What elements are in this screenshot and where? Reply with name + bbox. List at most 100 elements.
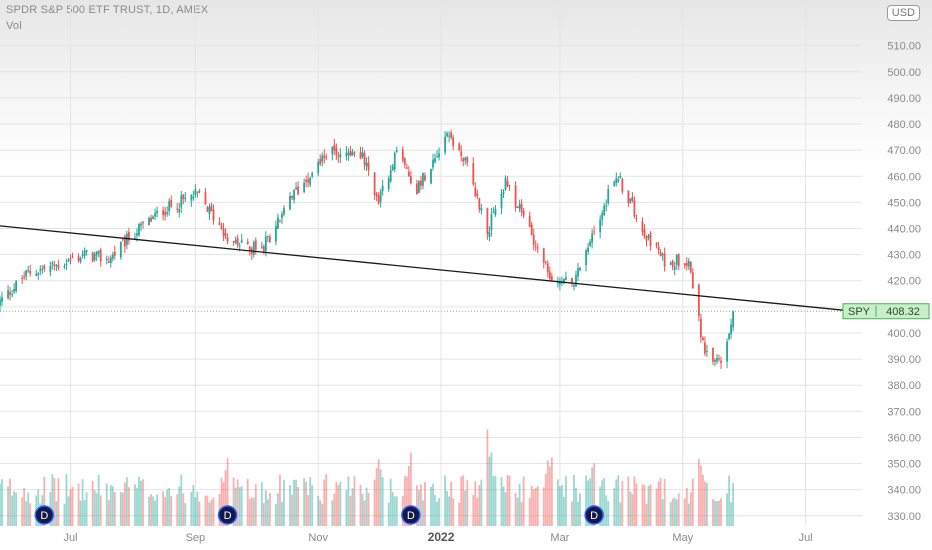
volume-bar: [579, 493, 581, 526]
candle-body: [716, 357, 718, 362]
volume-bar: [220, 477, 223, 526]
y-tick-label: 430.00: [887, 250, 921, 262]
candle-body: [677, 253, 680, 267]
dividend-marker-label: D: [224, 510, 232, 522]
candle-body: [367, 162, 370, 171]
volume-bar: [645, 503, 648, 526]
y-tick-label: 490.00: [887, 93, 921, 105]
volume-bar: [127, 487, 130, 526]
candle-body: [671, 260, 674, 267]
candle-body: [472, 163, 475, 185]
volume-bar: [198, 501, 201, 526]
volume-bar: [23, 487, 26, 526]
volume-bar: [415, 485, 418, 526]
volume-bar: [148, 496, 150, 526]
volume-bar: [250, 497, 253, 526]
candle-body: [210, 205, 213, 212]
candle-body: [39, 269, 42, 271]
currency-button[interactable]: USD: [886, 5, 920, 21]
candle-body: [176, 208, 179, 210]
candle-body: [466, 156, 469, 163]
candle-body: [714, 360, 716, 362]
dividend-marker: D: [584, 505, 604, 525]
candle-body: [41, 268, 44, 270]
candle-body: [629, 198, 632, 203]
candle-body: [317, 161, 320, 174]
candle-body: [486, 208, 489, 235]
candle-body: [232, 240, 235, 243]
candle-body: [345, 152, 348, 157]
candle-body: [11, 294, 13, 296]
volume-bar: [472, 494, 475, 526]
volume-bar: [11, 495, 13, 526]
volume-bar: [7, 486, 9, 526]
candle-body: [77, 256, 80, 261]
candle-body: [1, 297, 3, 302]
candle-body: [291, 195, 293, 199]
candle-body: [85, 249, 88, 252]
candle-body: [476, 193, 479, 197]
volume-bar: [345, 490, 348, 526]
trendline-layer[interactable]: [0, 225, 863, 313]
volume-bar: [196, 491, 199, 526]
volume-bar: [726, 493, 728, 526]
volume-bar: [591, 467, 594, 526]
candle-body: [69, 258, 72, 260]
volume-bar: [573, 475, 575, 526]
volume-bar: [204, 495, 207, 526]
volume-bar: [125, 477, 128, 526]
candle-body: [607, 189, 610, 204]
candle-body: [226, 237, 229, 242]
volume-bar: [361, 493, 364, 526]
volume-bar: [669, 502, 672, 526]
dividend-marker: D: [217, 505, 238, 525]
volume-bar: [351, 488, 354, 526]
x-tick-label: Mar: [550, 532, 569, 544]
last-price-tag: SPY 408.32: [842, 303, 930, 320]
candle-body: [9, 292, 11, 295]
candle-body: [712, 348, 714, 362]
volume-bar: [337, 485, 340, 526]
y-tick-label: 390.00: [887, 354, 921, 366]
volume-bar: [528, 497, 531, 526]
volume-bar: [460, 476, 463, 526]
candle-body: [403, 158, 406, 165]
candle-body: [550, 276, 553, 281]
volume-bar: [210, 499, 213, 526]
volume-bars: [0, 429, 735, 526]
candle-body: [107, 261, 110, 263]
candle-body: [478, 198, 481, 210]
candle-body: [333, 144, 336, 151]
y-tick-label: 460.00: [887, 171, 921, 183]
volume-bar: [268, 492, 271, 526]
volume-bar: [240, 486, 243, 526]
candle-body: [305, 179, 308, 182]
volume-bar: [262, 503, 265, 526]
volume-bar: [436, 501, 438, 526]
x-tick-label: 2022: [428, 530, 455, 544]
candle-body: [518, 203, 521, 209]
volume-bar: [77, 483, 80, 526]
candle-body: [25, 270, 28, 277]
volume-bar: [335, 482, 338, 526]
candle-body: [254, 240, 257, 250]
candle-body: [166, 212, 169, 215]
volume-bar: [168, 488, 171, 526]
candle-body: [178, 209, 181, 213]
candle-body: [633, 200, 636, 217]
volume-bar: [389, 478, 392, 526]
candle-body: [67, 259, 70, 262]
volume-bar: [544, 473, 547, 526]
volume-bar: [99, 495, 102, 526]
candle-body: [691, 272, 694, 289]
x-tick-label: May: [672, 532, 693, 544]
volume-bar: [206, 495, 209, 526]
candle-body: [134, 237, 136, 239]
volume-bar: [238, 487, 241, 526]
volume-bar: [192, 485, 195, 526]
volume-bar: [403, 475, 406, 526]
volume-bar: [673, 497, 676, 526]
candle-body: [307, 179, 310, 183]
